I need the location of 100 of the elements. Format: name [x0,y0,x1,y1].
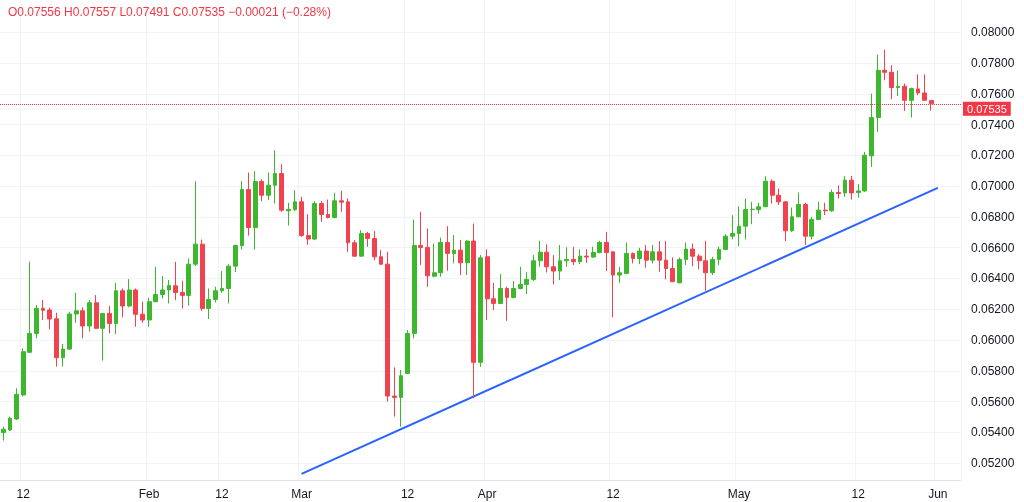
candlestick [604,231,609,272]
candlestick [544,243,549,273]
candlestick [558,244,562,281]
candlestick [929,99,934,112]
candlestick [47,307,52,330]
candlestick [352,239,357,258]
candlestick [763,175,768,208]
x-tick-label: Mar [291,487,312,501]
candlestick [273,149,277,205]
candlestick [120,287,125,318]
candlestick [399,369,403,428]
x-tick-label: 12 [215,487,230,501]
candlestick [206,287,211,320]
candlestick [816,201,821,221]
candlestick [94,294,99,330]
y-tick-label: 0.07800 [971,56,1015,71]
candlestick [644,244,649,269]
candlestick [465,239,470,276]
candlestick [392,366,397,418]
candlestick [193,180,198,267]
y-tick-label: 0.07200 [971,148,1015,163]
candlestick [690,243,695,267]
candlestick [631,251,635,264]
candlestick [637,247,642,265]
candlestick [498,273,503,305]
y-tick-label: 0.06000 [971,333,1015,347]
candlestick [293,189,297,212]
candlestick [200,239,205,312]
candlestick [843,175,847,198]
candlestick [412,219,417,339]
candlestick [67,311,72,351]
candlestick [226,263,231,304]
candlestick [405,329,410,375]
candlestick [8,416,12,432]
candlestick [783,200,788,242]
candlestick [803,202,808,246]
candlestick [180,280,185,309]
candlestick [538,240,543,268]
candlestick [836,184,841,199]
candlestick [909,87,914,119]
candlestick [531,254,536,282]
candlestick [332,192,337,219]
candlestick [41,299,45,321]
candlestick [902,83,907,112]
candlestick [379,249,383,266]
candlestick [823,202,828,216]
candlestick [670,256,675,283]
candlestick [471,223,476,399]
candlestick [730,214,735,240]
candlestick [723,233,728,251]
candlestick [173,261,178,301]
candlestick [87,299,92,333]
candlestick [664,240,668,280]
candlestick [160,275,165,299]
candlestick [372,230,377,261]
x-tick-label: 12 [606,487,621,501]
candlestick [80,306,85,339]
x-tick-label: 12 [16,487,31,501]
candlestick [385,251,390,403]
candlestick [319,200,324,223]
y-tick-label: 0.05800 [971,363,1015,378]
y-tick-label: 0.07600 [971,86,1015,101]
candlestick [1,426,6,442]
y-tick-label: 0.05400 [971,425,1015,440]
candlestick [617,266,622,284]
candlestick [478,254,483,368]
candlestick [246,171,251,237]
candlestick [611,250,615,318]
candlestick [418,211,423,266]
candlestick [829,189,834,213]
x-tick-label: 12 [400,487,415,501]
candlestick [717,246,721,266]
candlestick [876,54,881,133]
annotation: O0.07556 H0.07557 L0.07491 C0.07535 −0.00021 (−0.28%) [8,5,331,19]
x-tick-label: Jun [928,487,948,501]
candlestick [133,287,138,328]
candlestick [100,312,105,362]
candlestick [34,304,39,339]
candlestick [743,197,748,240]
candlestick [624,241,629,275]
candlestick [266,171,271,201]
y-tick-label: 0.06800 [971,209,1015,224]
candlestick [578,248,582,265]
candlestick [869,93,874,168]
candlestick [312,200,317,241]
y-tick-label: 0.07000 [971,179,1015,194]
candlestick [896,69,900,97]
candlestick [339,190,344,213]
candlestick [458,239,463,276]
candlestick [279,163,284,213]
candlestick [657,240,662,273]
candlestick [306,213,311,246]
x-tick-label: 12 [851,487,866,501]
x-tick-label: May [727,487,751,501]
candlestick [253,170,258,250]
candlestick [140,301,145,324]
candlestick [922,73,927,102]
candlestick [240,180,244,250]
candlestick [233,244,238,273]
candlestick [74,292,79,324]
